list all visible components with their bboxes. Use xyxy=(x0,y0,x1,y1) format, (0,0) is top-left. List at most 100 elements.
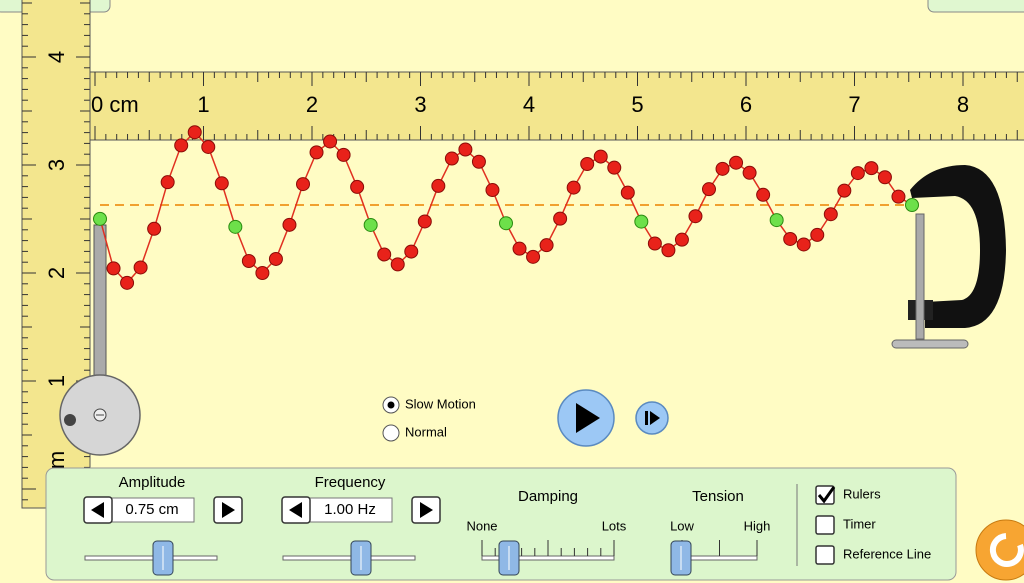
value-text: 0.75 cm xyxy=(125,501,178,518)
bead[interactable] xyxy=(160,175,175,190)
bead[interactable] xyxy=(742,165,757,180)
bead[interactable] xyxy=(268,251,283,266)
ruler-label: 0 cm xyxy=(91,92,139,117)
bead[interactable] xyxy=(729,155,744,170)
ruler-label: 4 xyxy=(523,92,535,117)
bead[interactable] xyxy=(647,236,662,251)
bead[interactable] xyxy=(174,138,189,153)
bead[interactable] xyxy=(106,261,121,276)
value-box xyxy=(109,497,195,523)
bead[interactable] xyxy=(214,176,229,191)
bead[interactable] xyxy=(296,177,310,192)
horizontal-ruler[interactable] xyxy=(89,71,1024,141)
checkbox-label: Timer xyxy=(843,516,876,531)
bead[interactable] xyxy=(593,149,608,164)
bead[interactable] xyxy=(404,244,419,259)
bead[interactable] xyxy=(850,166,865,181)
checkbox[interactable] xyxy=(815,485,835,505)
bead[interactable] xyxy=(674,232,689,247)
bead[interactable] xyxy=(796,237,811,252)
bead[interactable] xyxy=(120,275,135,290)
controls: Amplitude 0.75 cm Frequency 1.00 Hz Damping N… xyxy=(83,474,931,576)
ruler-label: 3 xyxy=(44,159,69,171)
green-bead[interactable] xyxy=(93,211,107,226)
bead[interactable] xyxy=(877,170,892,185)
checkbox-label: Rulers xyxy=(843,486,881,501)
bead[interactable] xyxy=(350,179,365,194)
radio-normal[interactable] xyxy=(382,424,400,442)
bead[interactable] xyxy=(133,260,148,275)
arrow-icon xyxy=(289,502,302,518)
slider-track xyxy=(84,555,218,561)
bead[interactable] xyxy=(620,185,635,200)
green-bead[interactable] xyxy=(769,213,784,228)
slider-max: Lots xyxy=(602,518,627,533)
bead[interactable] xyxy=(377,247,392,262)
bead[interactable] xyxy=(417,214,432,229)
checkbox[interactable] xyxy=(815,515,835,535)
reset-icon xyxy=(989,533,1024,567)
green-bead[interactable] xyxy=(499,216,513,231)
bead[interactable] xyxy=(309,145,324,160)
bead[interactable] xyxy=(323,134,338,149)
green-bead[interactable] xyxy=(228,219,243,234)
checkbox-label: Reference Line xyxy=(843,546,931,561)
bead[interactable] xyxy=(485,183,500,198)
ruler-label: 2 xyxy=(306,92,318,117)
bead[interactable] xyxy=(444,151,459,166)
checkbox[interactable] xyxy=(815,545,835,565)
slider-min: None xyxy=(466,518,497,533)
ruler-label: 1 xyxy=(44,375,69,387)
value-text: 1.00 Hz xyxy=(324,501,376,518)
bead[interactable] xyxy=(390,257,405,272)
bead[interactable] xyxy=(783,231,798,246)
control-title: Frequency xyxy=(315,474,386,491)
bead[interactable] xyxy=(147,221,162,236)
bead[interactable] xyxy=(458,142,473,157)
bead[interactable] xyxy=(566,180,581,195)
green-bead[interactable] xyxy=(363,217,378,232)
bead[interactable] xyxy=(187,125,202,140)
control-panel xyxy=(45,467,957,581)
bead[interactable] xyxy=(241,253,256,268)
bead[interactable] xyxy=(282,217,297,232)
bead[interactable] xyxy=(661,243,676,258)
clamp-handle[interactable] xyxy=(891,339,969,349)
bead[interactable] xyxy=(891,189,906,204)
bead[interactable] xyxy=(756,187,771,202)
bead[interactable] xyxy=(201,139,216,154)
oscillator-rod xyxy=(93,224,107,386)
bead[interactable] xyxy=(553,211,568,226)
ruler-label: 4 xyxy=(44,51,69,63)
bead[interactable] xyxy=(823,207,838,222)
wheel-pin xyxy=(64,414,76,426)
bead[interactable] xyxy=(526,249,541,264)
bead[interactable] xyxy=(688,209,703,224)
radio-label: Slow Motion xyxy=(405,396,476,411)
green-bead[interactable] xyxy=(905,198,919,212)
slider-min: Low xyxy=(670,518,694,533)
ruler-label: m xyxy=(44,451,69,469)
bead[interactable] xyxy=(715,161,730,176)
green-bead[interactable] xyxy=(634,214,649,229)
bead[interactable] xyxy=(539,238,554,253)
bead[interactable] xyxy=(702,182,716,197)
step-icon xyxy=(645,411,648,425)
bead[interactable] xyxy=(837,183,852,198)
bead[interactable] xyxy=(810,227,825,242)
clamp-screw xyxy=(915,213,925,340)
bead[interactable] xyxy=(512,241,527,256)
bead[interactable] xyxy=(607,160,622,175)
bead[interactable] xyxy=(864,161,879,176)
bead[interactable] xyxy=(431,178,446,193)
bead[interactable] xyxy=(255,266,270,281)
control-title: Tension xyxy=(692,488,744,505)
ruler-label: 8 xyxy=(957,92,969,117)
bead[interactable] xyxy=(336,147,351,162)
bead[interactable] xyxy=(580,157,595,172)
bead[interactable] xyxy=(471,154,486,169)
top-right-panel[interactable] xyxy=(927,0,1024,13)
slider-track xyxy=(681,555,758,561)
control-title: Damping xyxy=(518,488,578,505)
